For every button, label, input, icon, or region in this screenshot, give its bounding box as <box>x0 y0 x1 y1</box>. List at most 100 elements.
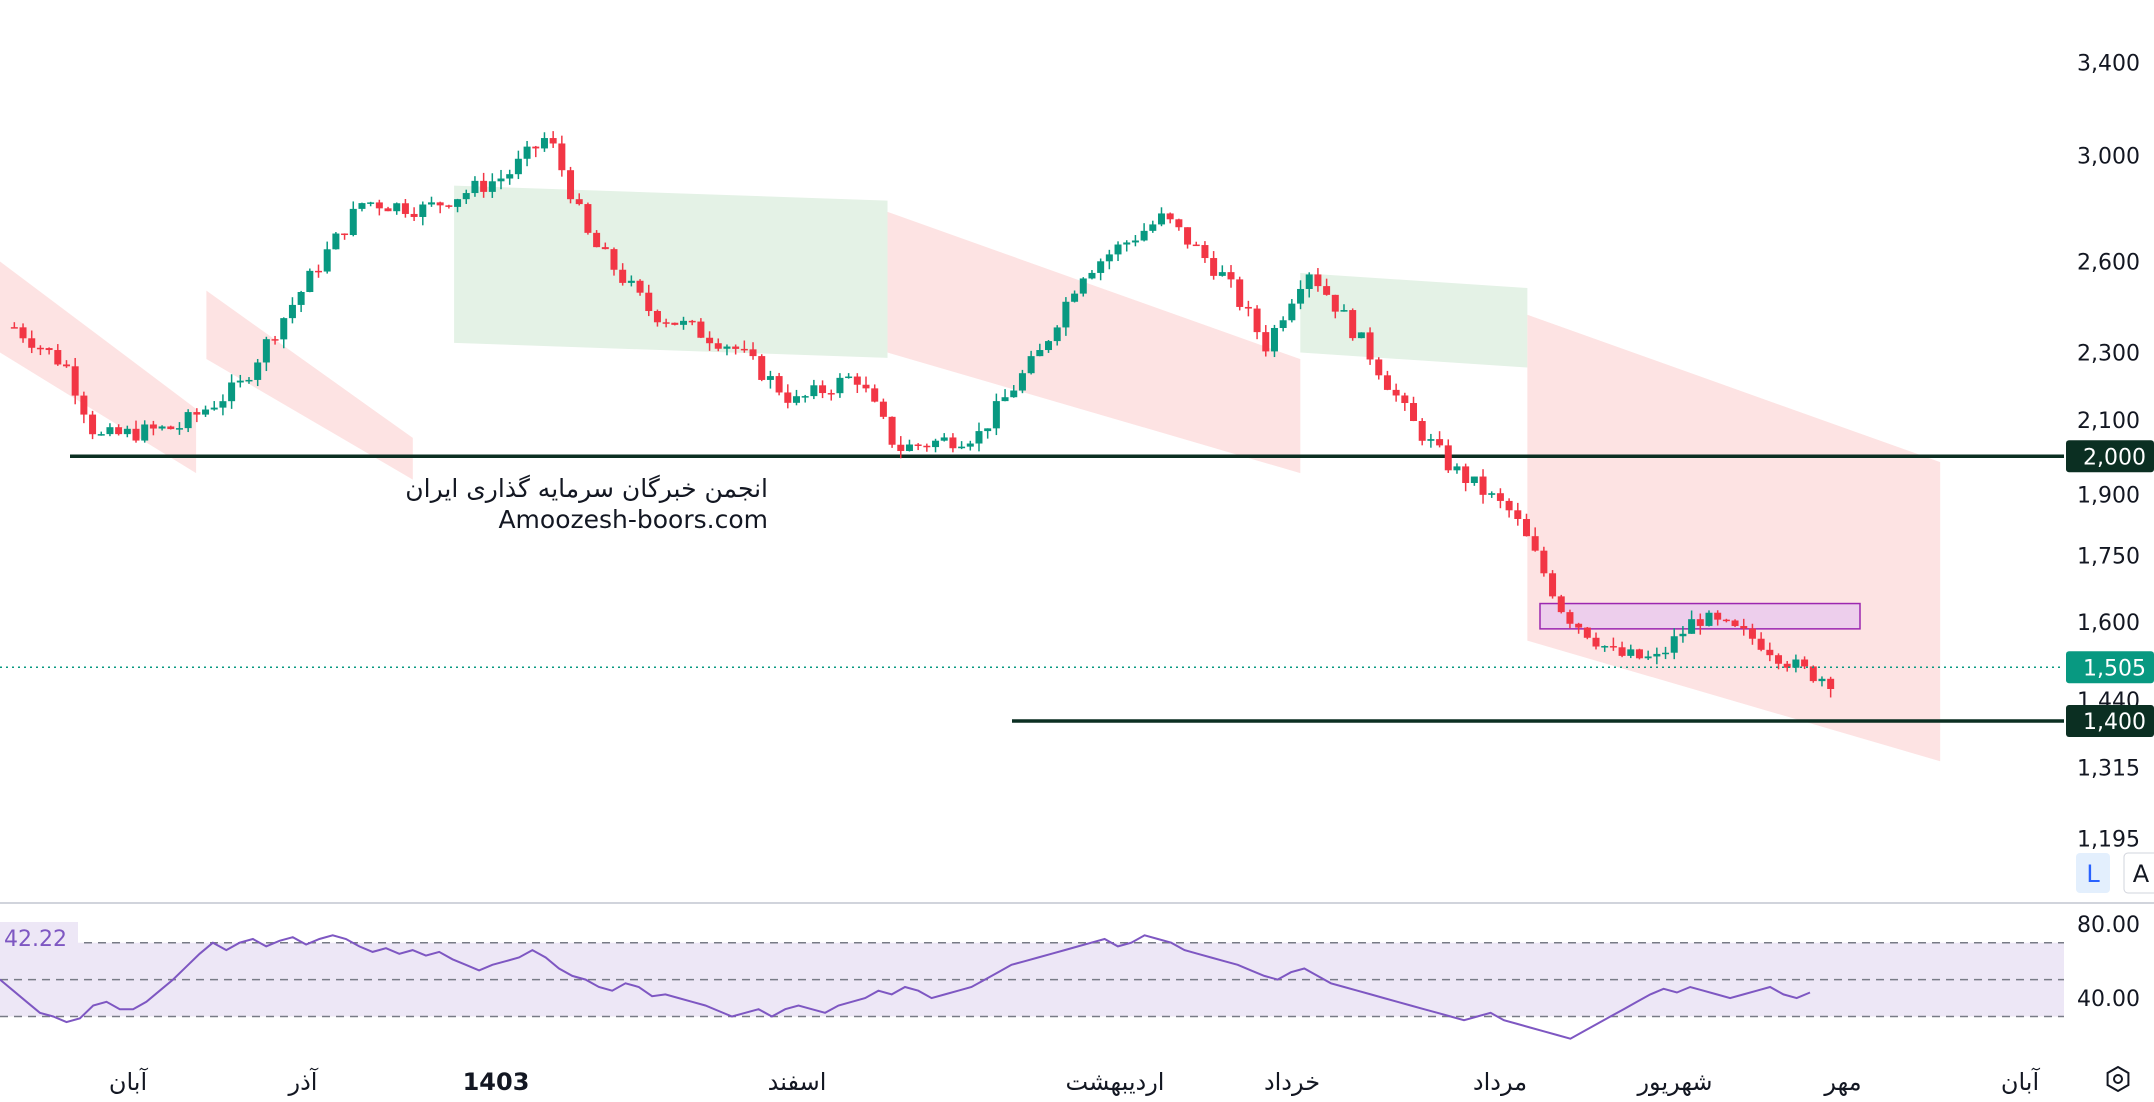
candle-body[interactable] <box>610 249 618 270</box>
candle-body[interactable] <box>19 327 27 339</box>
candle-body[interactable] <box>862 384 870 389</box>
time-axis[interactable]: آبان آذر 1403 اسفند اردیبهشت خرداد مرداد شهریور… <box>109 1067 2041 1096</box>
candle-body[interactable] <box>315 270 323 273</box>
candle-body[interactable] <box>1114 244 1122 255</box>
candle-body[interactable] <box>401 203 409 214</box>
candle-body[interactable] <box>1583 627 1591 638</box>
candle-body[interactable] <box>827 393 835 395</box>
candle-body[interactable] <box>454 199 462 207</box>
candle-body[interactable] <box>462 193 470 200</box>
candle-body[interactable] <box>184 412 192 429</box>
candle-body[interactable] <box>202 409 210 415</box>
candle-body[interactable] <box>706 337 714 344</box>
candle-body[interactable] <box>775 376 783 393</box>
candle-body[interactable] <box>1609 646 1617 648</box>
candle-body[interactable] <box>1105 254 1113 262</box>
candle-body[interactable] <box>819 385 827 394</box>
candle-body[interactable] <box>288 304 296 319</box>
horizontal-levels[interactable] <box>70 454 2064 723</box>
candle-body[interactable] <box>358 203 366 209</box>
candle-body[interactable] <box>28 338 36 348</box>
candle-body[interactable] <box>1297 288 1305 304</box>
auto-scale-button-bg[interactable] <box>2123 852 2154 894</box>
candle-body[interactable] <box>836 377 844 394</box>
price-pane[interactable] <box>0 131 2064 762</box>
candle-body[interactable] <box>549 138 557 144</box>
candle-body[interactable] <box>1792 659 1800 668</box>
candle-body[interactable] <box>1218 272 1226 276</box>
candle-body[interactable] <box>653 311 661 323</box>
candle-body[interactable] <box>1001 397 1009 402</box>
candle-body[interactable] <box>1192 244 1200 247</box>
candle-body[interactable] <box>984 428 992 432</box>
candle-body[interactable] <box>1062 301 1070 328</box>
candle-body[interactable] <box>141 424 149 441</box>
candle-body[interactable] <box>228 382 236 402</box>
candle-body[interactable] <box>375 202 383 209</box>
candle-body[interactable] <box>992 401 1000 429</box>
candle-body[interactable] <box>619 269 627 283</box>
candle-body[interactable] <box>879 401 887 417</box>
candle-body[interactable] <box>949 437 957 449</box>
candle-body[interactable] <box>1479 476 1487 495</box>
settings-icon[interactable] <box>2106 1065 2130 1093</box>
candle-body[interactable] <box>332 233 340 250</box>
candle-body[interactable] <box>1079 278 1087 294</box>
candle-body[interactable] <box>1557 596 1565 613</box>
candle-body[interactable] <box>1036 350 1044 357</box>
candle-body[interactable] <box>1740 625 1748 629</box>
candle-body[interactable] <box>627 280 635 283</box>
candle-body[interactable] <box>1375 359 1383 376</box>
candle-body[interactable] <box>671 322 679 325</box>
candle-body[interactable] <box>784 392 792 403</box>
candle-body[interactable] <box>792 396 800 403</box>
candle-body[interactable] <box>1662 652 1670 655</box>
candle-body[interactable] <box>1566 612 1574 624</box>
candle-body[interactable] <box>845 376 853 379</box>
candle-body[interactable] <box>1401 395 1409 404</box>
candle-body[interactable] <box>766 376 774 380</box>
candle-body[interactable] <box>1305 274 1313 289</box>
candle-body[interactable] <box>697 321 705 338</box>
candle-body[interactable] <box>497 178 505 182</box>
candle-body[interactable] <box>1018 373 1026 391</box>
candle-body[interactable] <box>1644 656 1652 659</box>
candle-body[interactable] <box>1045 341 1053 351</box>
candle-body[interactable] <box>306 270 314 292</box>
candle-body[interactable] <box>584 204 592 233</box>
candle-body[interactable] <box>1140 230 1148 241</box>
candle-body[interactable] <box>62 364 70 367</box>
candle-body[interactable] <box>71 366 79 396</box>
candle-body[interactable] <box>1071 293 1079 302</box>
candle-body[interactable] <box>1531 536 1539 551</box>
candle-body[interactable] <box>888 416 896 445</box>
candle-body[interactable] <box>219 401 227 408</box>
candle-body[interactable] <box>1175 219 1183 228</box>
auto-scale-button[interactable]: A <box>2133 860 2150 888</box>
candle-body[interactable] <box>1184 227 1192 245</box>
candle-body[interactable] <box>1270 327 1278 352</box>
candle-body[interactable] <box>1696 619 1704 626</box>
candle-body[interactable] <box>801 396 809 398</box>
candle-body[interactable] <box>601 247 609 250</box>
candle-body[interactable] <box>167 426 175 430</box>
candle-body[interactable] <box>1783 663 1791 668</box>
candle-body[interactable] <box>175 428 183 430</box>
candle-body[interactable] <box>45 348 53 351</box>
candle-body[interactable] <box>1818 678 1826 682</box>
candle-body[interactable] <box>280 318 288 340</box>
candle-body[interactable] <box>1357 332 1365 339</box>
candle-body[interactable] <box>97 434 105 436</box>
candle-body[interactable] <box>1522 518 1530 537</box>
candle-body[interactable] <box>1714 612 1722 620</box>
candle-body[interactable] <box>1392 389 1400 396</box>
candle-body[interactable] <box>1540 550 1548 574</box>
candle-body[interactable] <box>1349 310 1357 339</box>
candle-body[interactable] <box>905 444 913 452</box>
candle-body[interactable] <box>149 424 157 429</box>
candle-body[interactable] <box>558 143 566 171</box>
candle-body[interactable] <box>341 233 349 236</box>
candle-body[interactable] <box>1331 294 1339 312</box>
candle-body[interactable] <box>567 170 575 200</box>
candle-body[interactable] <box>810 385 818 397</box>
